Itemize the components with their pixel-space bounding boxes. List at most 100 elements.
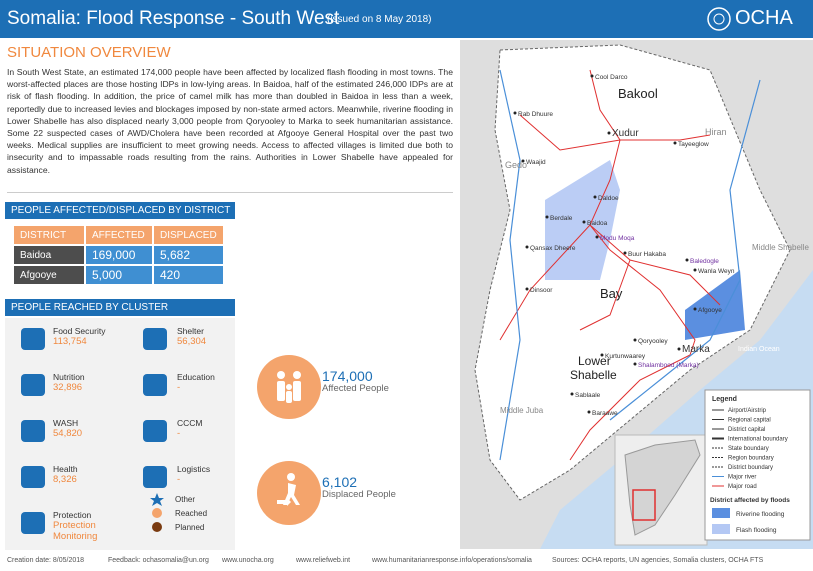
place-label: Berdale xyxy=(550,215,573,222)
legend-item: Major road xyxy=(728,484,757,490)
title: Somalia: Flood Response - South West xyxy=(7,8,340,29)
region-label: Gedo xyxy=(505,160,527,170)
region-label: Lower Shabelle xyxy=(570,354,617,382)
region-label: Bay xyxy=(600,286,623,301)
cluster-icon xyxy=(143,420,167,442)
place-dot xyxy=(593,195,597,199)
cluster-item: Education - xyxy=(177,372,233,393)
cluster-icon xyxy=(21,466,45,488)
place-dot xyxy=(590,74,594,78)
legend-dot xyxy=(152,508,162,518)
place-label: Rab Dhuure xyxy=(518,111,553,118)
place-dot xyxy=(693,307,697,311)
cluster-icon xyxy=(21,328,45,350)
legend-item: District boundary xyxy=(728,465,773,471)
place-label: Xudur xyxy=(612,128,639,139)
footer-item: Creation date: 8/05/2018 xyxy=(7,557,85,564)
place-label: Sablaale xyxy=(575,392,601,399)
legend-flood: Flash flooding xyxy=(736,527,777,534)
place-label: Baidoa xyxy=(587,220,608,227)
place-dot xyxy=(623,251,627,255)
place-dot xyxy=(582,220,586,224)
cluster-name: WASH xyxy=(53,418,79,428)
legend-item: Airport/Airstrip xyxy=(728,408,767,414)
cluster-icon xyxy=(143,466,167,488)
place-label: Cool Darco xyxy=(595,74,628,81)
place-label: Modu Moqa xyxy=(600,235,635,242)
place-dot xyxy=(521,159,525,163)
cluster-icon xyxy=(21,374,45,396)
region-label: Middle Juba xyxy=(500,406,544,415)
footer-item: www.reliefweb.int xyxy=(296,557,351,564)
place-dot xyxy=(633,338,637,342)
key-figure-value: 174,000 xyxy=(322,368,373,384)
cluster-icon xyxy=(143,328,167,350)
place-label: Waajid xyxy=(526,159,546,166)
cluster-item: Health 8,326 xyxy=(53,464,133,485)
cluster-panel: Other Reached Planned Food Security 113,754 S… xyxy=(5,318,235,550)
table-heading: PEOPLE AFFECTED/DISPLACED BY DISTRICT xyxy=(5,202,235,219)
place-dot xyxy=(633,362,637,366)
cluster-value: - xyxy=(177,428,181,439)
legend-item: Major river xyxy=(728,475,756,481)
place-dot xyxy=(570,392,574,396)
place-dot xyxy=(525,287,529,291)
cell: Afgooye xyxy=(14,266,84,284)
place-dot xyxy=(600,353,604,357)
place-label: Buur Hakaba xyxy=(628,251,666,258)
cluster-name: Shelter xyxy=(177,326,204,336)
place-label: Marka xyxy=(682,344,710,355)
legend-label: Other xyxy=(175,495,195,504)
cell: Baidoa xyxy=(14,246,84,264)
place-label: Baraawe xyxy=(592,410,618,417)
legend-label: Reached xyxy=(175,509,207,518)
cluster-item: Shelter 56,304 xyxy=(177,326,233,347)
cluster-name: Food Security xyxy=(53,326,106,336)
cluster-value: Protection Monitoring xyxy=(53,520,98,542)
place-label: Daldoe xyxy=(598,195,619,202)
key-figure-label: Affected People xyxy=(322,383,389,394)
key-figure-icons xyxy=(257,355,321,525)
cluster-icon xyxy=(143,374,167,396)
footer-item: Feedback: ochasomalia@un.org xyxy=(108,557,209,564)
cell: 5,682 xyxy=(154,246,223,264)
footer-item: Sources: OCHA reports, UN agencies, Soma… xyxy=(552,557,764,564)
cluster-heading: PEOPLE REACHED BY CLUSTER xyxy=(5,299,235,316)
cluster-item: Nutrition 32,896 xyxy=(53,372,133,393)
place-label: Dinsoor xyxy=(530,287,553,294)
district-table: DISTRICT AFFECTED DISPLACED Baidoa 169,0… xyxy=(12,224,225,286)
place-dot xyxy=(525,245,529,249)
cluster-name: Nutrition xyxy=(53,372,85,382)
logo: OCHA xyxy=(735,7,793,29)
region-label: Bakool xyxy=(618,86,658,101)
place-label: Tayeeglow xyxy=(678,141,709,148)
place-label: Kurtunwaarey xyxy=(605,353,646,360)
cluster-item: WASH 54,820 xyxy=(53,418,133,439)
legend-item: District capital xyxy=(728,427,765,433)
key-figure-label: Displaced People xyxy=(322,489,396,500)
th: DISTRICT xyxy=(14,226,84,244)
place-dot xyxy=(587,410,591,414)
place-dot xyxy=(693,268,697,272)
cluster-value: 32,896 xyxy=(53,382,83,393)
header-bar: Somalia: Flood Response - South West (is… xyxy=(0,0,813,38)
legend-star xyxy=(150,493,164,506)
table-row: Baidoa 169,000 5,682 xyxy=(14,246,223,264)
cluster-item: Protection Protection Monitoring xyxy=(53,510,133,542)
legend-item: International boundary xyxy=(728,437,788,443)
cluster-icon xyxy=(21,512,45,534)
place-dot xyxy=(685,258,689,262)
cluster-name: Health xyxy=(53,464,78,474)
legend-swatch xyxy=(712,524,730,534)
cluster-item: CCCM - xyxy=(177,418,233,439)
cell: 420 xyxy=(154,266,223,284)
cluster-value: 56,304 xyxy=(177,336,207,347)
table-header: DISTRICT AFFECTED DISPLACED xyxy=(14,226,223,244)
cluster-name: Protection xyxy=(53,510,92,520)
region-label: Middle Shabelle xyxy=(752,243,809,252)
place-label: Qansax Dheere xyxy=(530,245,576,252)
place-dot xyxy=(513,111,517,115)
cluster-value: - xyxy=(177,474,181,485)
situation-heading: SITUATION OVERVIEW xyxy=(7,44,171,61)
